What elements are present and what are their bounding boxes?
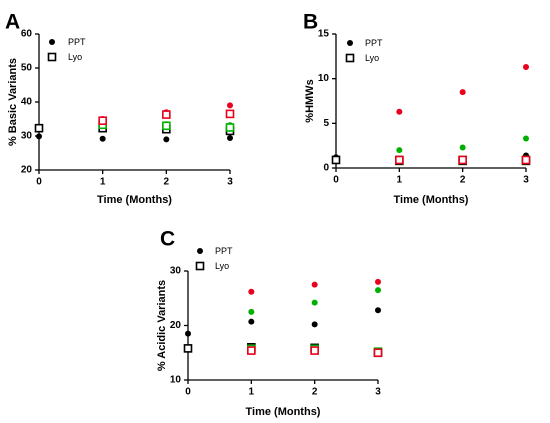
data-point-square: [225, 123, 235, 132]
data-point-square: [310, 346, 319, 355]
legend-marker-circle: [347, 40, 353, 46]
panel-letter: C: [160, 228, 175, 251]
data-point-square: [98, 116, 107, 125]
data-point-circle: [248, 308, 255, 315]
data-point-square: [183, 344, 193, 353]
x-axis-title: Time (Months): [246, 406, 321, 418]
data-point-circle: [248, 318, 255, 325]
legend-label: PPT: [365, 38, 383, 48]
x-tick-label: 3: [523, 175, 529, 186]
data-point-circle: [375, 287, 381, 294]
panel-letter: B: [303, 11, 318, 34]
data-point-circle: [523, 135, 529, 142]
data-point-square: [225, 109, 235, 119]
data-point-square: [521, 155, 531, 165]
y-tick-label: 10: [318, 73, 330, 84]
legend-label: PPT: [215, 246, 233, 256]
x-tick-label: 0: [333, 175, 339, 186]
data-point-square: [162, 110, 171, 119]
x-tick-label: 0: [36, 177, 42, 188]
legend-marker-circle: [49, 39, 55, 45]
x-axis-title: Time (Months): [97, 194, 172, 206]
x-tick-label: 2: [312, 387, 318, 398]
x-tick-label: 3: [227, 177, 233, 188]
y-tick-label: 60: [21, 29, 33, 40]
x-tick-label: 3: [375, 387, 381, 398]
legend: PPT Lyo: [345, 38, 383, 63]
x-tick-label: 1: [249, 387, 255, 398]
data-point-square: [331, 155, 341, 165]
data-point-circle: [163, 136, 170, 143]
data-point-circle: [99, 135, 106, 142]
y-axis-title: %HMWs: [304, 79, 316, 122]
x-tick-label: 1: [100, 177, 106, 188]
data-point-circle: [185, 330, 191, 337]
data-point-circle: [311, 321, 318, 328]
data-point-circle: [36, 133, 42, 140]
legend-label: Lyo: [215, 261, 229, 271]
legend-marker-circle: [197, 248, 203, 254]
data-point-circle: [459, 144, 466, 151]
y-tick-label: 0: [323, 163, 329, 174]
legend-marker-square: [345, 53, 355, 63]
data-point-circle: [311, 281, 318, 288]
data-point-circle: [375, 278, 381, 285]
data-point-square: [395, 155, 404, 165]
data-point-square: [162, 121, 171, 131]
x-tick-label: 1: [397, 175, 403, 186]
data-point-circle: [227, 135, 233, 142]
data-point-circle: [375, 307, 381, 314]
panel-b: B 0 5 10 15 0 1 2 3 Time (Months) %HMWs PPT Lyo: [303, 11, 531, 206]
y-tick-label: 30: [170, 266, 182, 277]
data-point-square: [373, 348, 383, 358]
y-tick-label: 50: [21, 63, 33, 74]
legend-label: Lyo: [365, 53, 379, 63]
y-tick-label: 40: [21, 97, 33, 108]
data-point-circle: [396, 147, 403, 154]
y-tick-label: 15: [318, 29, 330, 40]
y-tick-label: 20: [170, 320, 182, 331]
panel-c: C 10 20 30 0 1 2 3 Time (Months) % Acidic Variant…: [156, 228, 383, 418]
data-point-circle: [227, 102, 233, 109]
y-tick-label: 10: [170, 375, 182, 386]
data-point-square: [458, 155, 467, 165]
legend: PPT Lyo: [47, 37, 86, 62]
x-tick-label: 2: [164, 177, 170, 188]
legend-marker-square: [195, 261, 205, 271]
y-tick-label: 20: [21, 165, 33, 176]
data-point-square: [247, 346, 256, 355]
y-axis-title: % Acidic Variants: [156, 280, 168, 371]
panel-letter: A: [5, 11, 20, 34]
y-tick-label: 5: [323, 118, 329, 129]
y-axis-title: % Basic Variants: [7, 58, 19, 146]
x-tick-label: 2: [460, 175, 466, 186]
legend: PPT Lyo: [195, 246, 233, 271]
legend-marker-square: [47, 52, 57, 62]
panel-a: A 20 30 40 50 60 0 1 2 3 Time (Months) % Basic Vari…: [5, 11, 235, 206]
x-tick-label: 0: [185, 387, 191, 398]
legend-label: PPT: [68, 37, 86, 47]
legend-label: Lyo: [68, 52, 82, 62]
data-point-circle: [248, 288, 255, 295]
data-point-circle: [459, 89, 466, 96]
x-axis-title: Time (Months): [394, 194, 469, 206]
y-tick-label: 30: [21, 131, 33, 142]
data-point-circle: [523, 64, 529, 71]
data-point-circle: [396, 108, 403, 115]
data-point-square: [34, 123, 44, 133]
data-point-circle: [311, 299, 318, 306]
